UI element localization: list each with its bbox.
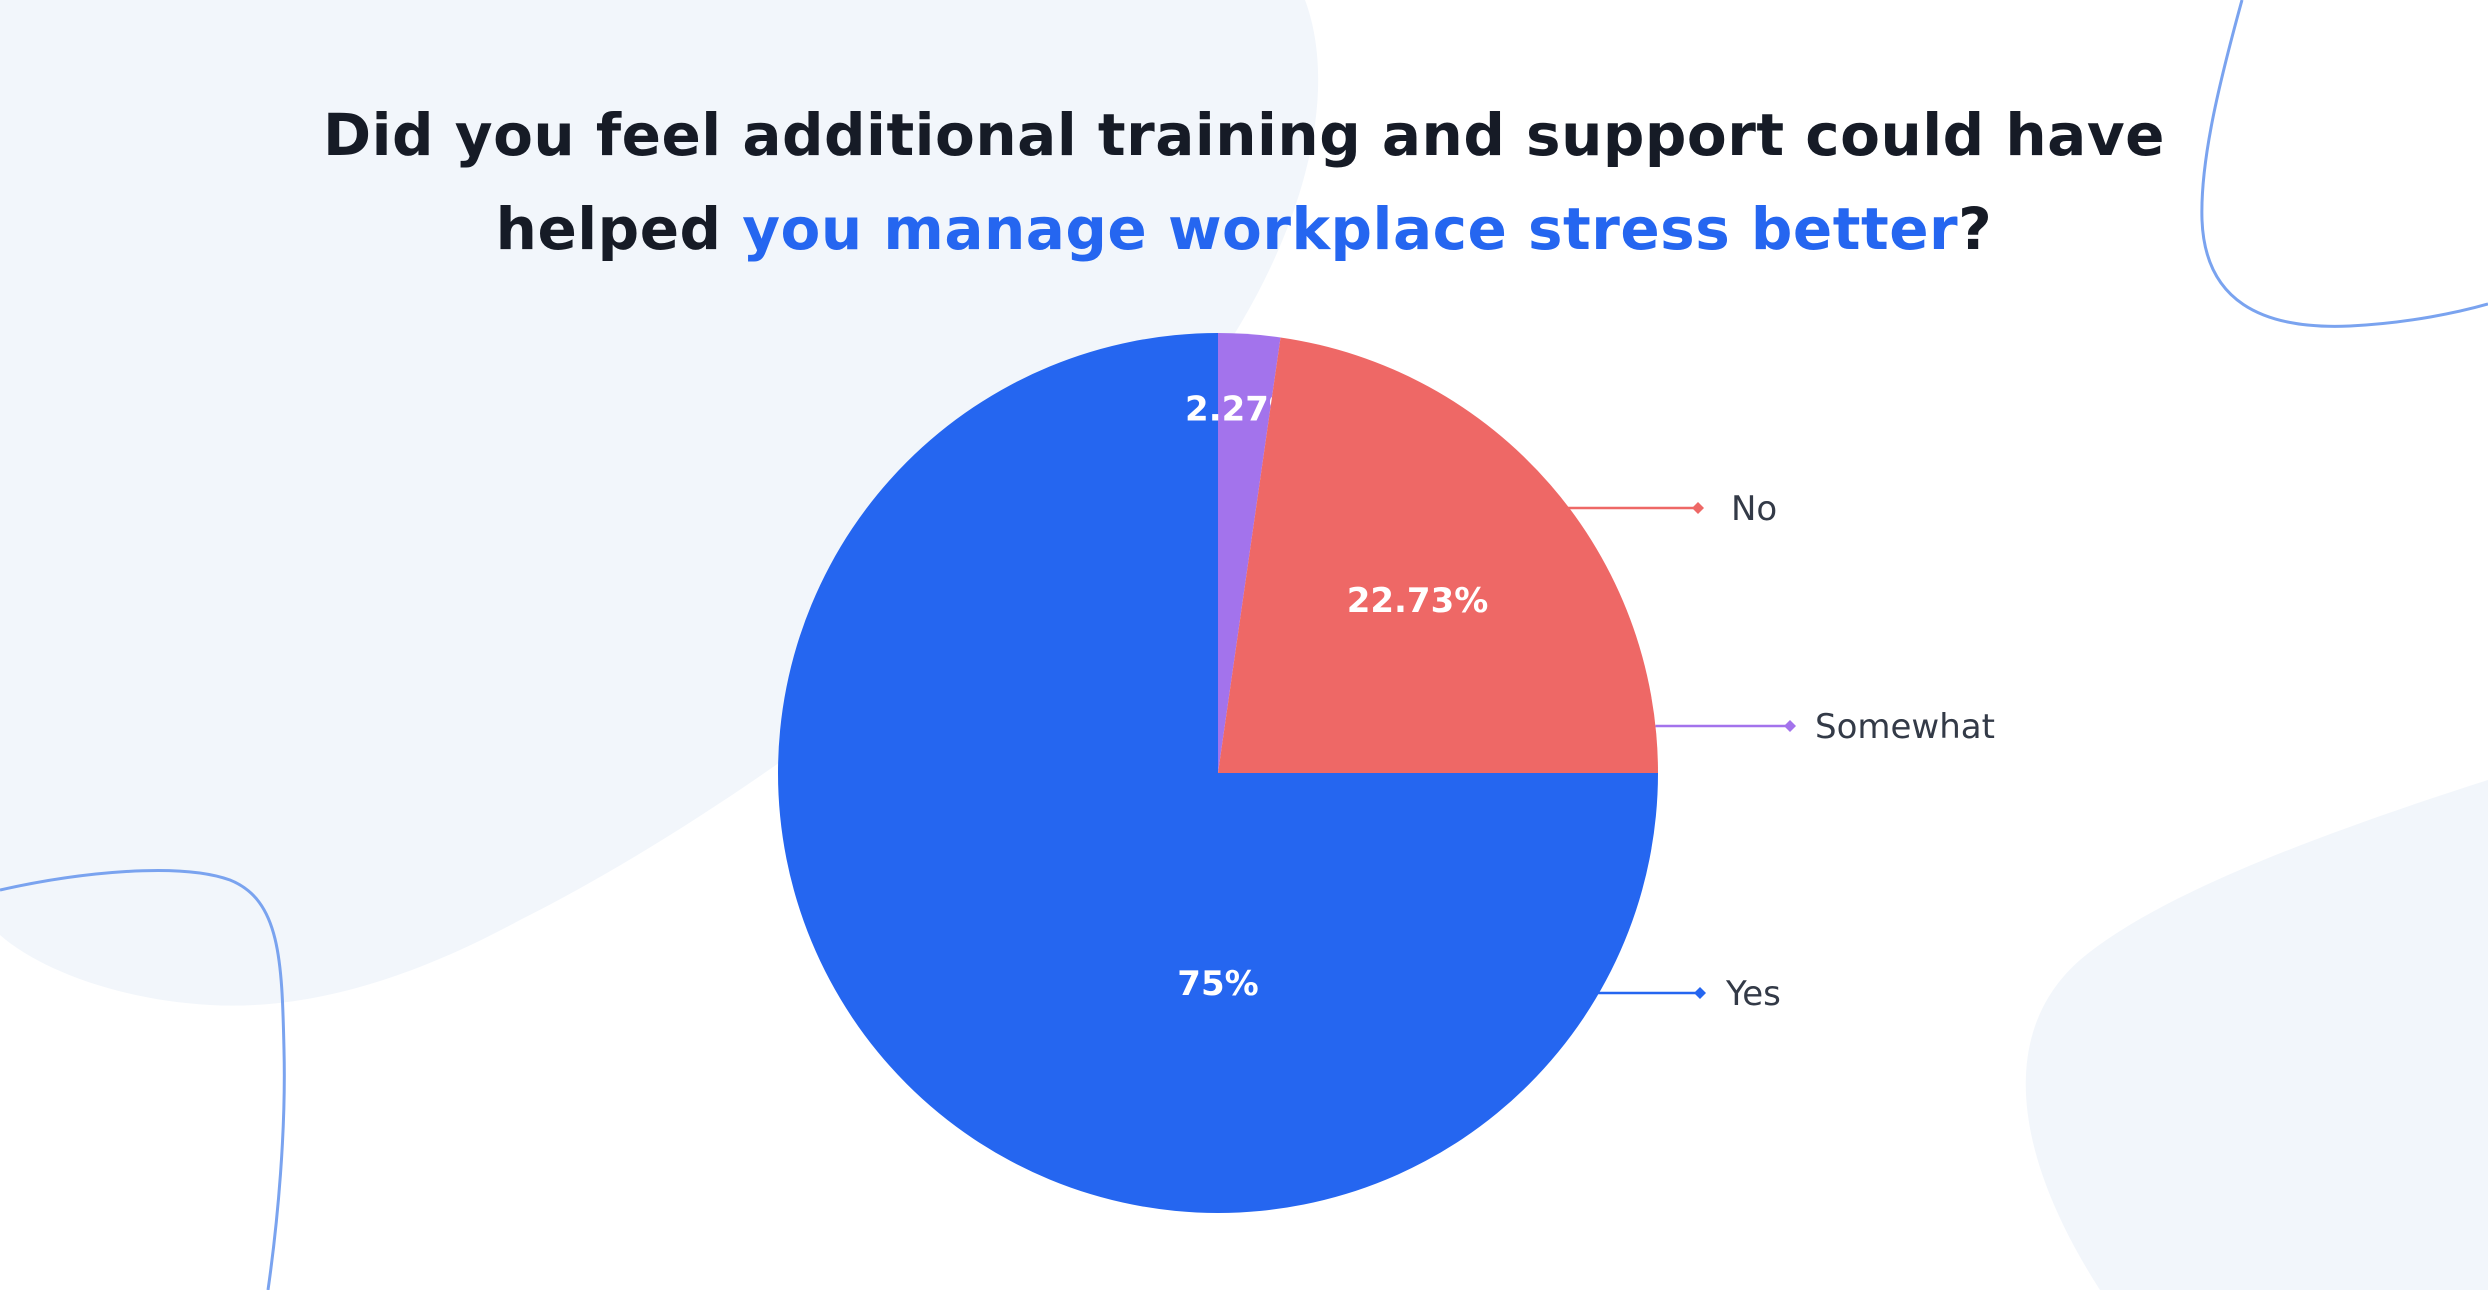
chart-title-line2-suffix: ? <box>1958 195 1993 263</box>
callout-marker-somewhat <box>1784 720 1796 732</box>
callout-marker-no <box>1692 502 1704 514</box>
slice-value-label-yes: 75% <box>1177 964 1258 1004</box>
legend-label-yes: Yes <box>1725 974 1781 1014</box>
decor-curve-top-right <box>2200 0 2488 328</box>
background-blob-bottom-right <box>2025 780 2488 1290</box>
slice-value-label-no: 22.73% <box>1347 581 1489 621</box>
chart-title-line1: Did you feel additional training and sup… <box>323 101 2165 169</box>
legend-label-somewhat: Somewhat <box>1815 707 1995 747</box>
chart-title-line2-prefix: helped <box>495 195 743 263</box>
chart-title: Did you feel additional training and sup… <box>0 88 2488 276</box>
legend-label-no: No <box>1731 489 1777 529</box>
background-blob-left <box>0 0 1319 1006</box>
pie-slice-somewhat <box>1218 333 1281 773</box>
decor-curve-bottom-left <box>0 869 286 1290</box>
chart-title-highlight: you manage workplace stress better <box>742 195 1959 263</box>
callout-marker-yes <box>1694 987 1706 999</box>
pie-slice-no <box>1218 337 1658 773</box>
